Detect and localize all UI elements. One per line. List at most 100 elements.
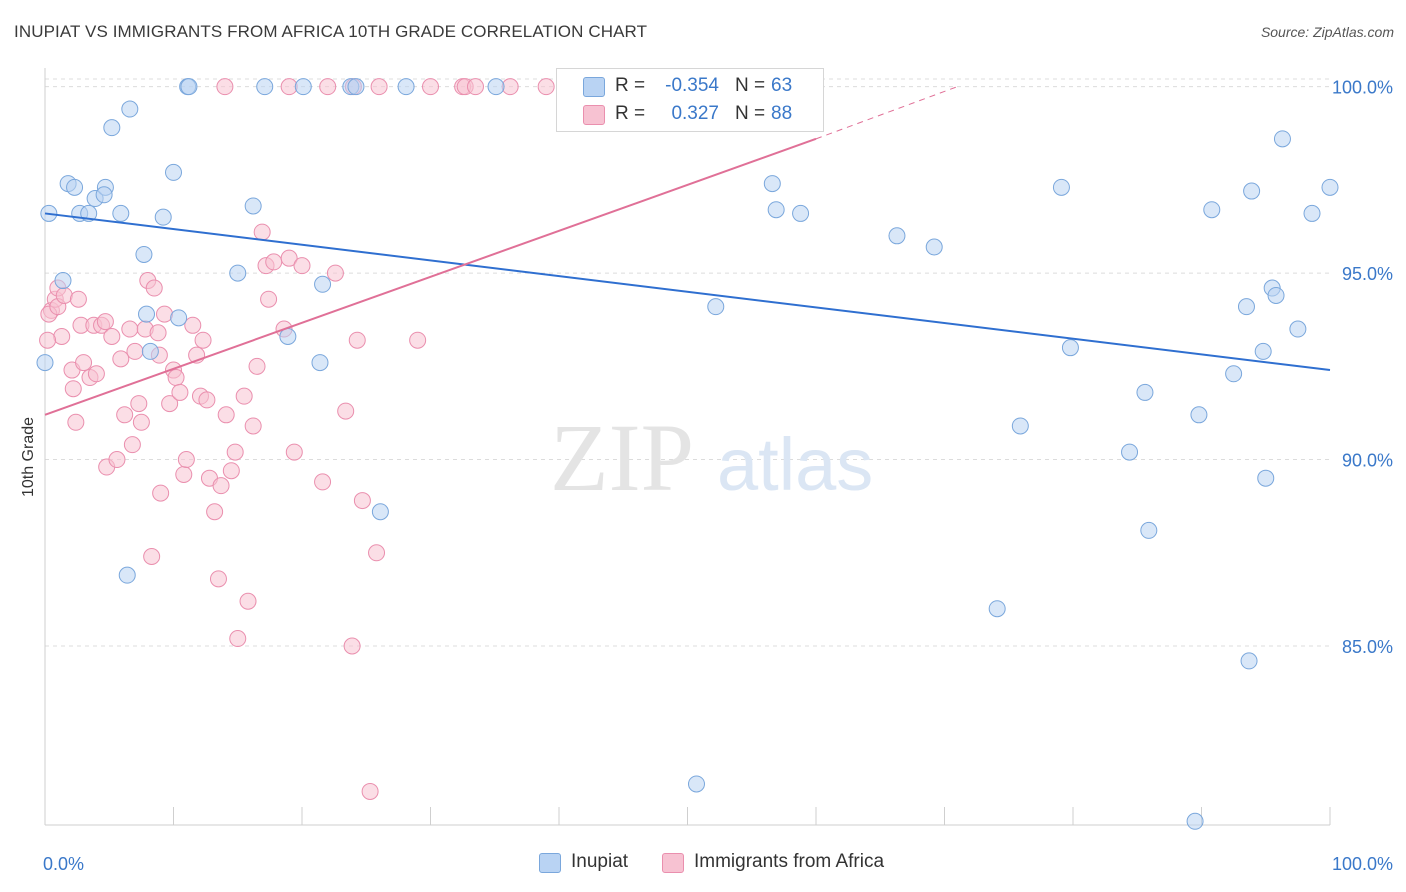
inupiat-point (311, 354, 329, 372)
africa-point (370, 78, 388, 96)
inupiat-point (988, 600, 1006, 618)
inupiat-point (1267, 286, 1285, 304)
africa-point (260, 290, 278, 308)
inupiat-point (244, 197, 262, 215)
africa-point (537, 78, 555, 96)
tick-labels: 85.0% 90.0% 95.0% 100.0% 0.0% 100.0% (43, 78, 1393, 874)
r-label: R = (615, 103, 646, 124)
africa-point (229, 630, 247, 648)
africa-point (152, 484, 170, 502)
africa-point (217, 406, 235, 424)
africa-point (112, 350, 130, 368)
africa-point (466, 78, 484, 96)
series-inupiat (36, 78, 1339, 830)
inupiat-point (371, 503, 389, 521)
africa-point (226, 443, 244, 461)
africa-point (171, 383, 189, 401)
africa-point (239, 592, 257, 610)
africa-point (235, 387, 253, 405)
inupiat-point (1273, 130, 1291, 148)
inupiat-point (112, 204, 130, 222)
africa-point (280, 78, 298, 96)
africa-point (175, 465, 193, 483)
inupiat-point (1243, 182, 1261, 200)
africa-point (285, 443, 303, 461)
r-value: -0.354 (665, 75, 719, 96)
inupiat-point (487, 78, 505, 96)
inupiat-point (763, 175, 781, 193)
y-axis-label: 10th Grade (20, 417, 37, 497)
inupiat-point (888, 227, 906, 245)
inupiat-point (1121, 443, 1139, 461)
inupiat-point (1052, 178, 1070, 196)
stats-legend: R = -0.354 N = 63 R = 0.327 N = 88 (556, 68, 824, 132)
inupiat-point (1136, 383, 1154, 401)
africa-point (130, 395, 148, 413)
legend-swatch-inupiat (539, 853, 561, 873)
n-value: 88 (771, 103, 793, 124)
r-label: R = (615, 75, 646, 96)
africa-point (248, 357, 266, 375)
inupiat-point (1289, 320, 1307, 338)
africa-point (361, 782, 379, 800)
africa-point (501, 78, 519, 96)
africa-point (314, 473, 332, 491)
inupiat-point (397, 78, 415, 96)
africa-point (145, 279, 163, 297)
n-label: N = (735, 75, 766, 96)
africa-point (319, 78, 337, 96)
africa-point (116, 406, 134, 424)
inupiat-point (925, 238, 943, 256)
africa-point (348, 331, 366, 349)
y-tick-label: 85.0% (1342, 637, 1393, 657)
inupiat-point (154, 208, 172, 226)
inupiat-point (180, 78, 198, 96)
africa-point (143, 548, 161, 566)
inupiat-point (118, 566, 136, 584)
y-tick-label: 95.0% (1342, 264, 1393, 284)
chart-title: INUPIAT VS IMMIGRANTS FROM AFRICA 10TH G… (14, 22, 648, 41)
inupiat-point (36, 354, 54, 372)
inupiat-point (1061, 339, 1079, 357)
inupiat-point (229, 264, 247, 282)
africa-point (265, 253, 283, 271)
legend-swatch-africa (662, 853, 684, 873)
legend-label-africa: Immigrants from Africa (694, 851, 885, 872)
africa-point (198, 391, 216, 409)
africa-point (343, 637, 361, 655)
grid-lines (45, 78, 1330, 647)
africa-trend-extension (815, 86, 958, 140)
watermark: ZIP atlas (550, 404, 873, 511)
inupiat-point (54, 272, 72, 290)
africa-point (64, 380, 82, 398)
inupiat-point (95, 186, 113, 204)
inupiat-point (294, 78, 312, 96)
inupiat-point (707, 298, 725, 316)
inupiat-point (170, 309, 188, 327)
series-legend: Inupiat Immigrants from Africa (0, 851, 1406, 875)
inupiat-point (1203, 201, 1221, 219)
africa-point (69, 290, 87, 308)
inupiat-point (1303, 204, 1321, 222)
africa-point (212, 477, 230, 495)
inupiat-trend-line (44, 212, 1331, 372)
trend-lines (44, 86, 1331, 416)
inupiat-point (1186, 812, 1204, 830)
africa-point (293, 257, 311, 275)
inupiat-point (1190, 406, 1208, 424)
africa-point (156, 305, 174, 323)
africa-point (67, 413, 85, 431)
africa-point (121, 320, 139, 338)
africa-point (55, 286, 73, 304)
inupiat-point (347, 78, 365, 96)
inupiat-point (1140, 521, 1158, 539)
africa-point (75, 354, 93, 372)
africa-point (409, 331, 427, 349)
africa-point (216, 78, 234, 96)
africa-point (161, 395, 179, 413)
africa-point (280, 249, 298, 267)
series-immigrants-from-africa (39, 78, 555, 800)
inupiat-point (256, 78, 274, 96)
inupiat-point (1254, 342, 1272, 360)
